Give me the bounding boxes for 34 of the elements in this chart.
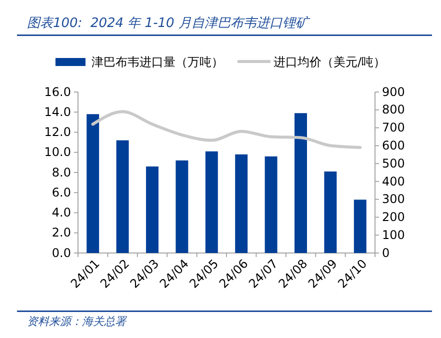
bar [324,171,337,253]
y-tick-label: 4.0 [52,206,71,220]
y2-tick-label: 400 [382,174,405,188]
chart-title: 图表100: 2024 年 1-10 月自津巴布韦进口锂矿 [27,16,310,31]
y-tick-label: 10.0 [44,145,71,160]
y-tick-label: 6.0 [52,185,71,200]
bar [205,151,218,253]
y-tick-label: 16.0 [44,84,71,99]
y-tick-label: 2.0 [52,226,71,240]
y2-tick-label: 500 [382,156,405,170]
y2-tick-label: 0 [382,246,390,260]
bar [146,166,158,253]
y2-tick-label: 100 [382,228,405,242]
y-tick-label: 8.0 [52,165,71,180]
y-tick-label: 14.0 [44,104,71,119]
y2-tick-label: 300 [382,192,405,206]
y-tick-label: 0.0 [52,246,71,260]
bar [235,154,248,253]
bar [86,114,100,253]
text: 资料来源：海关总署 [27,315,127,328]
y2-tick-label: 900 [382,84,405,99]
legend-label: 进口均价（美元/吨） [273,55,386,69]
bar [264,156,278,253]
y2-tick-label: 600 [382,138,405,153]
y2-tick-label: 800 [382,102,405,117]
y-tick-label: 12.0 [44,125,71,140]
line-series [91,110,362,149]
legend-label: 津巴布韦进口量（万吨） [91,55,224,69]
bar [116,140,129,253]
y2-tick-label: 700 [382,120,405,135]
bar [354,200,366,253]
y2-tick-label: 200 [382,210,405,224]
bar [176,160,188,253]
bar [294,113,307,253]
